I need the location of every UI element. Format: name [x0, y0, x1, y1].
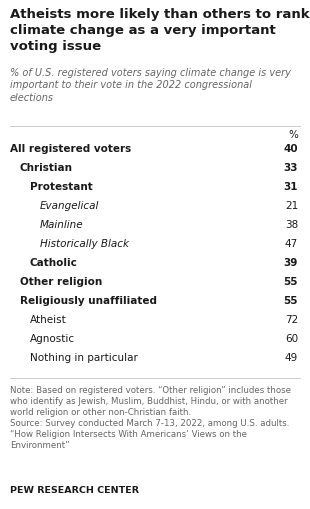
Text: %: %	[288, 130, 298, 140]
Text: 38: 38	[285, 220, 298, 230]
Text: “How Religion Intersects With Americans’ Views on the: “How Religion Intersects With Americans’…	[10, 430, 247, 439]
Text: 55: 55	[284, 277, 298, 287]
Text: 72: 72	[285, 315, 298, 325]
Text: who identify as Jewish, Muslim, Buddhist, Hindu, or with another: who identify as Jewish, Muslim, Buddhist…	[10, 397, 288, 406]
Text: 49: 49	[285, 353, 298, 363]
Text: 55: 55	[284, 296, 298, 306]
Text: 31: 31	[284, 182, 298, 192]
Text: 39: 39	[284, 258, 298, 268]
Text: Note: Based on registered voters. “Other religion” includes those: Note: Based on registered voters. “Other…	[10, 386, 291, 395]
Text: Source: Survey conducted March 7-13, 2022, among U.S. adults.: Source: Survey conducted March 7-13, 202…	[10, 419, 289, 428]
Text: Protestant: Protestant	[30, 182, 93, 192]
Text: 33: 33	[284, 163, 298, 173]
Text: Atheist: Atheist	[30, 315, 67, 325]
Text: Atheists more likely than others to rank
climate change as a very important
voti: Atheists more likely than others to rank…	[10, 8, 310, 53]
Text: 21: 21	[285, 201, 298, 211]
Text: Other religion: Other religion	[20, 277, 102, 287]
Text: Christian: Christian	[20, 163, 73, 173]
Text: Historically Black: Historically Black	[40, 239, 129, 249]
Text: 60: 60	[285, 334, 298, 344]
Text: Mainline: Mainline	[40, 220, 84, 230]
Text: % of U.S. registered voters saying climate change is very
important to their vot: % of U.S. registered voters saying clima…	[10, 68, 291, 103]
Text: PEW RESEARCH CENTER: PEW RESEARCH CENTER	[10, 486, 139, 495]
Text: 40: 40	[283, 144, 298, 154]
Text: Agnostic: Agnostic	[30, 334, 75, 344]
Text: Evangelical: Evangelical	[40, 201, 100, 211]
Text: Nothing in particular: Nothing in particular	[30, 353, 138, 363]
Text: Environment”: Environment”	[10, 441, 70, 450]
Text: world religion or other non-Christian faith.: world religion or other non-Christian fa…	[10, 408, 191, 417]
Text: All registered voters: All registered voters	[10, 144, 131, 154]
Text: Religiously unaffiliated: Religiously unaffiliated	[20, 296, 157, 306]
Text: Catholic: Catholic	[30, 258, 78, 268]
Text: 47: 47	[285, 239, 298, 249]
